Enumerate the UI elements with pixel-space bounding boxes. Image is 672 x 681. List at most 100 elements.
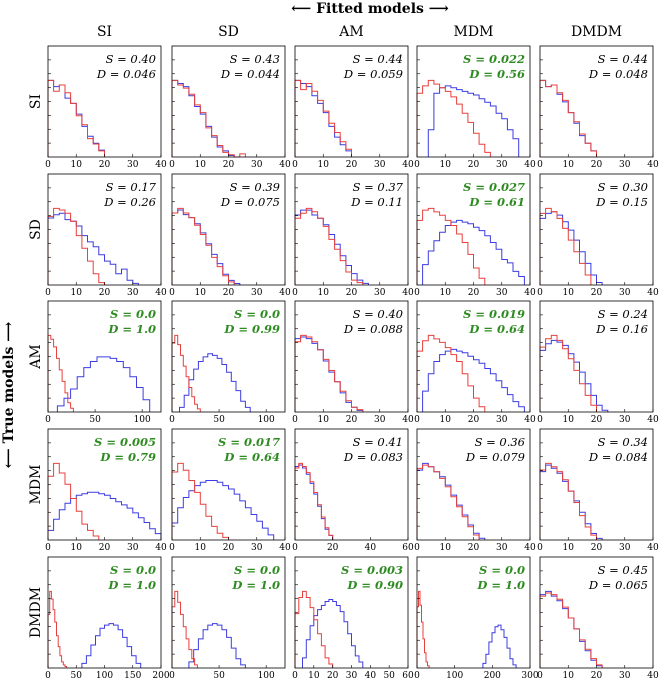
stat-s-label: S = 0.0 — [110, 563, 156, 577]
x-tick-label: 0 — [537, 415, 543, 425]
x-tick-label: 30 — [251, 160, 263, 170]
histogram-true-am-mdm — [416, 334, 486, 412]
panel-sd-dmdm: 0 10 20 30 40 S = 0.30D = 0.15 — [537, 173, 659, 298]
x-tick-label: 0 — [414, 543, 420, 553]
x-tick-label: 30 — [374, 160, 386, 170]
row-header-si: SI — [28, 94, 44, 109]
x-tick-label: 10 — [195, 543, 207, 553]
stat-d-label: D = 0.26 — [103, 195, 156, 209]
x-tick-label: 20 — [99, 160, 111, 170]
x-tick-label: 200 — [484, 671, 501, 681]
x-tick-label: 0 — [169, 415, 175, 425]
x-tick-label: 20 — [99, 288, 111, 298]
x-tick-label: 10 — [440, 288, 452, 298]
histogram-true-mdm-sd — [171, 462, 229, 540]
histogram-true-sd-dmdm — [539, 207, 592, 285]
panel-mdm-am: 0 20 40 60 S = 0.41D = 0.083 — [292, 428, 414, 553]
x-tick-label: 20 — [223, 160, 235, 170]
stat-d-label: D = 0.083 — [343, 450, 403, 464]
x-tick-label: 40 — [402, 415, 414, 425]
x-tick-label: 30 — [127, 288, 139, 298]
histogram-fitted-am-am — [294, 336, 364, 412]
x-tick-label: 10 — [563, 671, 575, 681]
histogram-fitted-am-sd — [179, 353, 251, 412]
stat-d-label: D = 0.16 — [595, 322, 648, 336]
x-tick-label: 20 — [99, 543, 111, 553]
x-tick-label: 40 — [155, 543, 167, 553]
row-header-dmdm: DMDM — [28, 587, 44, 638]
x-tick-label: 40 — [402, 160, 414, 170]
panel-dmdm-dmdm: 0 10 20 30 40 S = 0.45D = 0.065 — [537, 556, 659, 681]
stat-d-label: D = 0.56 — [468, 67, 525, 81]
x-tick-label: 20 — [591, 288, 603, 298]
histogram-true-si-mdm — [416, 79, 491, 157]
x-tick-label: 10 — [440, 543, 452, 553]
x-tick-label: 40 — [279, 160, 291, 170]
histogram-fitted-mdm-mdm — [416, 462, 486, 540]
stat-d-label: D = 0.044 — [220, 67, 280, 81]
histogram-fitted-si-si — [47, 79, 105, 157]
stat-s-label: S = 0.027 — [463, 180, 525, 194]
x-tick-label: 10 — [195, 160, 207, 170]
histogram-true-am-dmdm — [539, 334, 597, 412]
x-tick-label: 0 — [45, 288, 51, 298]
x-tick-label: 50 — [213, 415, 225, 425]
x-tick-label: 0 — [414, 415, 420, 425]
x-tick-label: 0 — [45, 160, 51, 170]
panel-si-am: 0 10 20 30 40 S = 0.44D = 0.059 — [292, 45, 414, 170]
histogram-true-sd-sd — [171, 207, 235, 285]
x-tick-label: 0 — [292, 671, 298, 681]
panel-si-dmdm: 0 10 20 30 40 S = 0.44D = 0.048 — [537, 45, 659, 170]
stat-d-label: D = 0.084 — [588, 450, 648, 464]
stat-s-label: S = 0.017 — [218, 435, 280, 449]
histogram-fitted-am-mdm — [422, 348, 525, 412]
x-tick-label: 0 — [169, 543, 175, 553]
x-tick-label: 20 — [468, 160, 480, 170]
x-tick-label: 10 — [318, 160, 330, 170]
x-tick-label: 200 — [152, 671, 169, 681]
histogram-fitted-si-sd — [171, 79, 235, 157]
x-tick-label: 10 — [563, 415, 575, 425]
stat-s-label: S = 0.40 — [106, 52, 156, 66]
stat-s-label: S = 0.44 — [353, 52, 403, 66]
x-tick-label: 10 — [440, 415, 452, 425]
stat-d-label: D = 0.79 — [99, 450, 156, 464]
stat-s-label: S = 0.37 — [353, 180, 404, 194]
x-tick-label: 30 — [374, 415, 386, 425]
histogram-true-am-si — [47, 334, 74, 412]
x-tick-label: 10 — [563, 543, 575, 553]
stat-d-label: D = 0.079 — [465, 450, 525, 464]
histogram-fitted-mdm-am — [294, 464, 334, 540]
x-tick-label: 40 — [365, 671, 377, 681]
stat-d-label: D = 0.059 — [343, 67, 403, 81]
x-tick-label: 0 — [169, 160, 175, 170]
x-tick-label: 20 — [327, 671, 339, 681]
histogram-true-dmdm-mdm — [416, 590, 430, 668]
x-tick-label: 50 — [71, 671, 83, 681]
stat-s-label: S = 0.24 — [598, 307, 648, 321]
x-tick-label: 10 — [440, 160, 452, 170]
stat-s-label: S = 0.0 — [110, 307, 156, 321]
histogram-true-sd-si — [47, 207, 105, 285]
x-tick-label: 40 — [524, 543, 536, 553]
x-tick-label: 150 — [124, 671, 141, 681]
x-tick-label: 0 — [292, 288, 298, 298]
stat-s-label: S = 0.0 — [234, 563, 280, 577]
stat-s-label: S = 0.40 — [353, 307, 403, 321]
panel-am-dmdm: 0 10 20 30 40 S = 0.24D = 0.16 — [537, 300, 659, 425]
x-tick-label: 100 — [134, 415, 151, 425]
stat-d-label: D = 0.61 — [468, 195, 525, 209]
column-header-sd: SD — [218, 24, 239, 40]
histogram-fitted-am-dmdm — [539, 339, 609, 412]
x-tick-label: 0 — [45, 671, 51, 681]
stat-d-label: D = 0.64 — [468, 322, 525, 336]
column-header-am: AM — [338, 24, 363, 40]
x-tick-label: 0 — [292, 160, 298, 170]
x-tick-label: 30 — [251, 543, 263, 553]
x-tick-label: 0 — [292, 543, 298, 553]
